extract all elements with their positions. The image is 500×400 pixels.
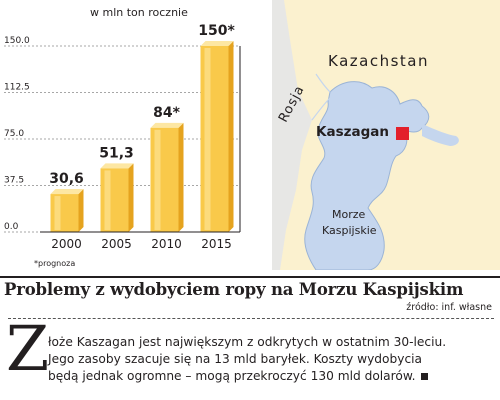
bar-top — [50, 189, 84, 195]
source-note: źródło: inf. własne — [406, 302, 492, 313]
production-chart: w mln ton rocznie 150.0 112.5 75.0 37.5 0.0 … — [0, 0, 262, 272]
caspian-map: Kazachstan Rosja Kaszagan Morze Kaspijsk… — [272, 0, 500, 270]
article-body: łoże Kaszagan jest największym z odkryty… — [48, 334, 494, 385]
map-svg — [272, 0, 500, 270]
bar-top — [150, 122, 184, 128]
y-tick-label: 75.0 — [4, 129, 24, 139]
bar-group — [200, 41, 234, 232]
data-label: 30,6 — [49, 171, 84, 187]
bar-highlight — [54, 196, 61, 230]
chart-subtitle: w mln ton rocznie — [90, 6, 188, 19]
bar-highlight — [154, 129, 161, 230]
end-mark-icon — [420, 373, 428, 380]
y-tick-label: 150.0 — [4, 36, 30, 46]
bar-group — [50, 189, 84, 232]
bar-top — [100, 163, 134, 169]
dropcap: Z — [6, 312, 50, 385]
y-tick-label: 0.0 — [4, 222, 19, 232]
bar-side — [78, 189, 84, 232]
northeast-inlet — [422, 124, 459, 146]
label-sea-line2: Kaspijskie — [322, 224, 377, 237]
bar-group — [150, 122, 184, 232]
bar-chart-svg: 150.0 112.5 75.0 37.5 0.0 30,6 2000 51,3 2005 84… — [4, 23, 241, 251]
data-label: 84* — [153, 105, 180, 121]
bar-group — [100, 163, 134, 232]
bar-side — [228, 41, 234, 232]
x-tick-label: 2005 — [101, 237, 132, 251]
data-label: 150* — [198, 23, 235, 39]
bar-side — [128, 163, 134, 232]
article-line-text: będą jednak ogromne – mogą przekroczyć 1… — [48, 369, 416, 383]
data-label: 51,3 — [99, 145, 134, 161]
y-tick-label: 112.5 — [4, 83, 30, 93]
article-line: Jego zasoby szacuje się na 13 mld baryłe… — [48, 352, 423, 366]
article-line: łoże Kaszagan jest największym z odkryty… — [48, 335, 447, 349]
x-tick-label: 2015 — [201, 237, 232, 251]
volga-delta — [311, 73, 331, 121]
label-kashagan: Kaszagan — [316, 124, 389, 140]
label-kazakhstan: Kazachstan — [328, 52, 429, 70]
chart-footnote: *prognoza — [34, 259, 76, 268]
land-russia — [272, 0, 312, 270]
y-tick-label: 37.5 — [4, 176, 24, 186]
bar-top — [200, 41, 234, 46]
kashagan-marker — [396, 127, 409, 140]
bar-highlight — [204, 48, 211, 230]
bar-highlight — [104, 170, 111, 230]
headline-rule — [0, 276, 500, 278]
headline: Problemy z wydobyciem ropy na Morzu Kasp… — [4, 280, 464, 299]
label-sea-line1: Morze — [332, 208, 366, 221]
bar-side — [178, 122, 184, 232]
article-line: będą jednak ogromne – mogą przekroczyć 1… — [48, 368, 494, 385]
x-tick-label: 2000 — [51, 237, 82, 251]
dashed-divider — [8, 318, 494, 319]
x-tick-label: 2010 — [151, 237, 182, 251]
